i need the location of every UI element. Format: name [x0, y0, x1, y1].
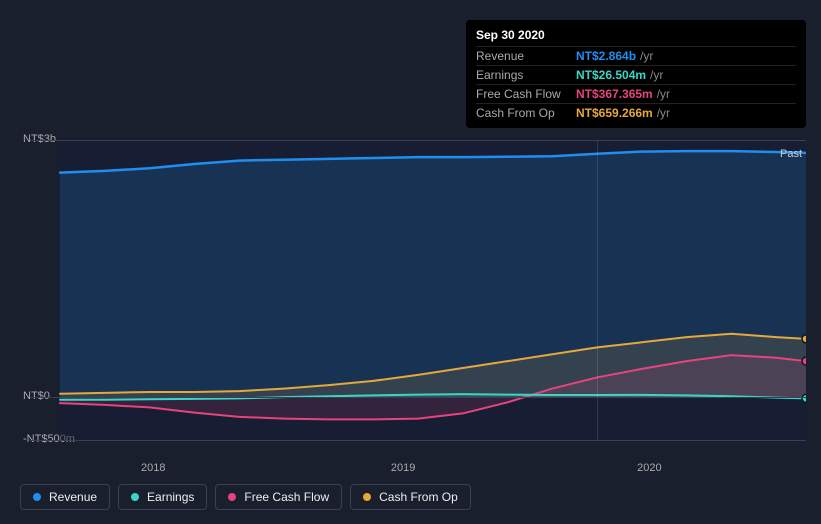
tooltip-row-label: Revenue: [476, 49, 576, 63]
x-axis-labels: 2018 2019 2020: [30, 462, 806, 478]
past-label: Past: [780, 148, 802, 160]
tooltip-date: Sep 30 2020: [476, 26, 796, 46]
gridline: [30, 440, 806, 441]
x-tick-label: 2020: [637, 462, 661, 474]
gridline: [30, 140, 806, 141]
gridline: [30, 397, 806, 398]
tooltip-row-unit: /yr: [650, 68, 663, 82]
series-end-dot: [802, 357, 806, 365]
legend-label: Earnings: [147, 490, 194, 504]
tooltip-row-value: NT$26.504m: [576, 68, 646, 82]
legend-item[interactable]: Free Cash Flow: [215, 484, 342, 510]
tooltip-row-value: NT$659.266m: [576, 106, 653, 120]
tooltip-row-value: NT$2.864b: [576, 49, 636, 63]
chart-svg: [30, 140, 806, 440]
legend-dot-icon: [228, 493, 236, 501]
legend-item[interactable]: Cash From Op: [350, 484, 471, 510]
tooltip-row: RevenueNT$2.864b/yr: [476, 46, 796, 65]
x-tick-label: 2019: [391, 462, 415, 474]
tooltip-row: EarningsNT$26.504m/yr: [476, 65, 796, 84]
tooltip-row: Cash From OpNT$659.266m/yr: [476, 103, 796, 122]
legend-dot-icon: [131, 493, 139, 501]
tooltip-row-label: Free Cash Flow: [476, 87, 576, 101]
tooltip-row: Free Cash FlowNT$367.365m/yr: [476, 84, 796, 103]
tooltip-row-unit: /yr: [640, 49, 653, 63]
legend-label: Revenue: [49, 490, 97, 504]
tooltip-row-unit: /yr: [657, 87, 670, 101]
series-end-dot: [802, 394, 806, 402]
legend-label: Cash From Op: [379, 490, 458, 504]
tooltip-row-value: NT$367.365m: [576, 87, 653, 101]
legend-item[interactable]: Revenue: [20, 484, 110, 510]
hover-marker-line: [597, 140, 598, 440]
x-tick-label: 2018: [141, 462, 165, 474]
chart-legend: Revenue Earnings Free Cash Flow Cash From O…: [20, 484, 471, 510]
financials-chart: NT$3bNT$0-NT$500m Past 201820192020: [15, 120, 806, 460]
tooltip-row-label: Earnings: [476, 68, 576, 82]
chart-tooltip: Sep 30 2020 RevenueNT$2.864b/yrEarningsN…: [466, 20, 806, 128]
plot-area: [30, 140, 806, 440]
tooltip-row-label: Cash From Op: [476, 106, 576, 120]
legend-item[interactable]: Earnings: [118, 484, 207, 510]
legend-dot-icon: [33, 493, 41, 501]
series-end-dot: [802, 335, 806, 343]
legend-dot-icon: [363, 493, 371, 501]
legend-label: Free Cash Flow: [244, 490, 329, 504]
tooltip-row-unit: /yr: [657, 106, 670, 120]
